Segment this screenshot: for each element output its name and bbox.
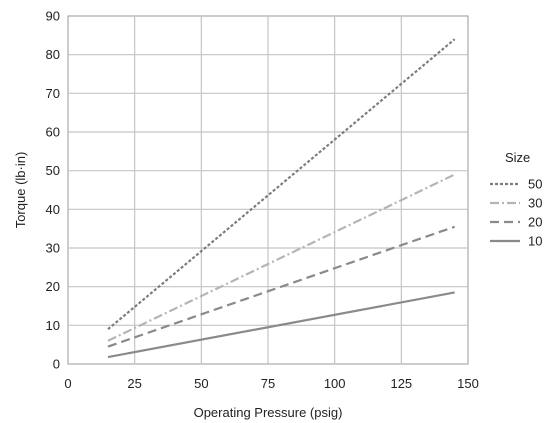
series-line-20	[107, 225, 456, 348]
legend-label-10: 10	[528, 234, 542, 249]
x-tick-label: 125	[390, 376, 412, 391]
y-tick-label: 90	[46, 9, 60, 24]
y-tick-labels: 0 10 20 30 40 50 60 70 80 90	[46, 9, 60, 372]
legend-label-30: 30	[528, 196, 542, 211]
y-tick-label: 20	[46, 279, 60, 294]
x-tick-label: 50	[194, 376, 208, 391]
y-tick-label: 30	[46, 241, 60, 256]
series-line-10	[107, 291, 455, 359]
series-line-50	[107, 38, 456, 331]
series-lines	[107, 38, 456, 359]
x-axis-title: Operating Pressure (psig)	[194, 405, 343, 420]
legend: Size 50 30 20 10	[490, 150, 542, 249]
y-tick-label: 10	[46, 318, 60, 333]
y-tick-label: 80	[46, 47, 60, 62]
x-tick-label: 100	[324, 376, 346, 391]
y-axis-title: Torque (lb·in)	[13, 152, 28, 229]
x-tick-label: 25	[127, 376, 141, 391]
legend-label-20: 20	[528, 215, 542, 230]
legend-title: Size	[505, 150, 530, 165]
y-tick-label: 60	[46, 125, 60, 140]
x-tick-label: 75	[261, 376, 275, 391]
y-tick-label: 50	[46, 163, 60, 178]
y-tick-label: 0	[53, 357, 60, 372]
x-tick-label: 0	[64, 376, 71, 391]
x-tick-labels: 0 25 50 75 100 125 150	[64, 376, 478, 391]
y-tick-label: 40	[46, 202, 60, 217]
legend-label-50: 50	[528, 177, 542, 192]
series-line-30	[107, 173, 456, 342]
y-tick-label: 70	[46, 86, 60, 101]
x-tick-label: 150	[457, 376, 479, 391]
